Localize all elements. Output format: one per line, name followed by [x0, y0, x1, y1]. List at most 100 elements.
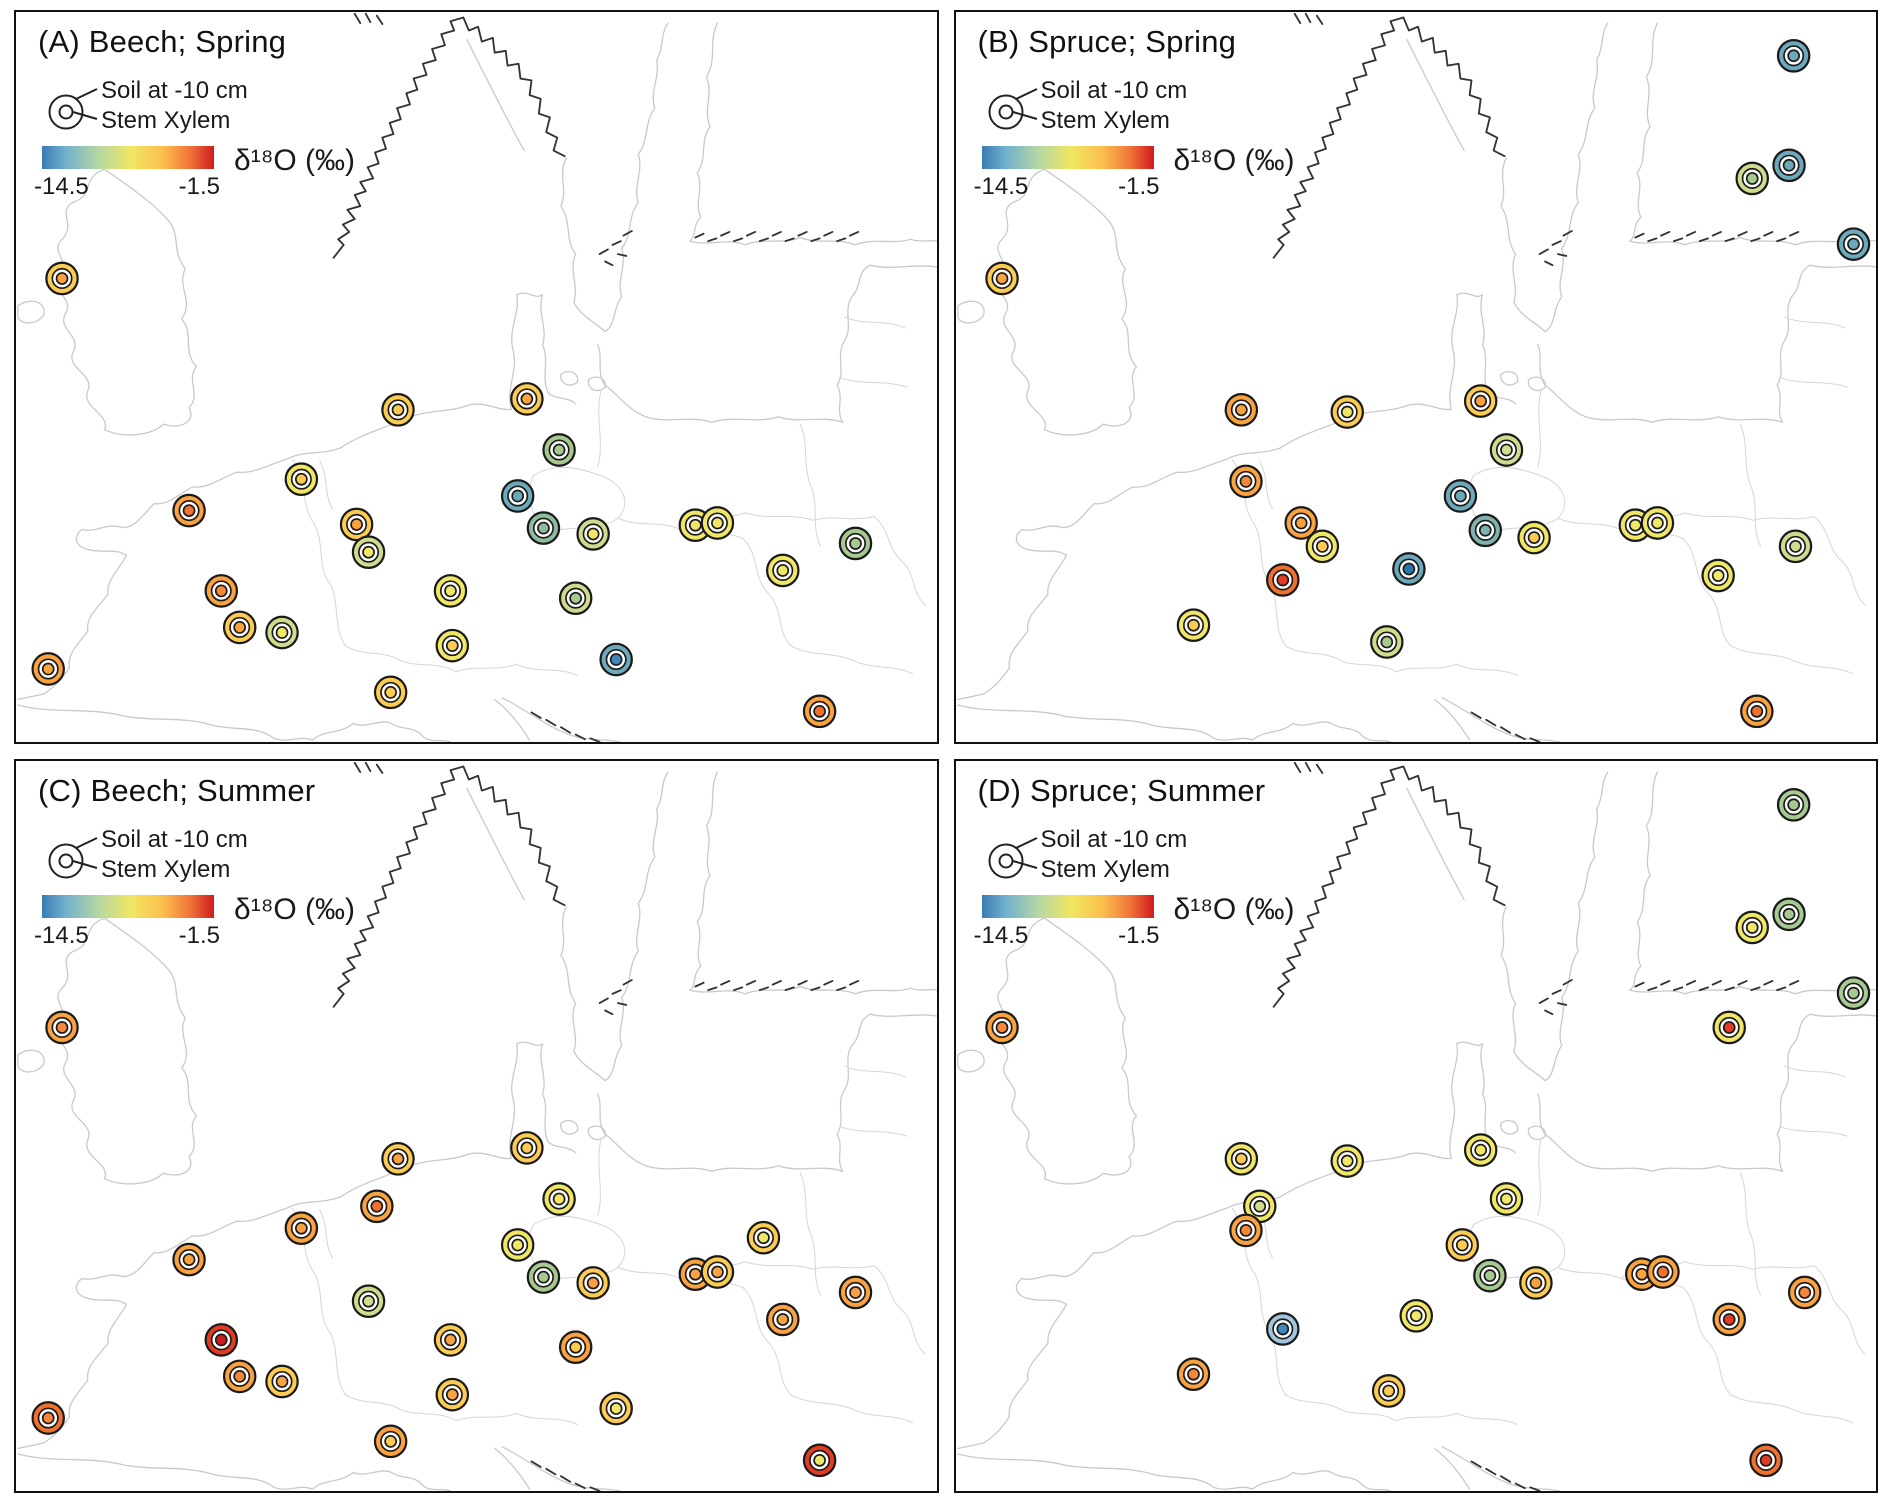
site-marker [1711, 1010, 1746, 1045]
site-marker [746, 1220, 781, 1255]
site-marker [284, 462, 319, 497]
colorbar-gradient [981, 895, 1154, 918]
site-marker [373, 1424, 408, 1459]
colorbar: -14.5 -1.5 δ¹⁸O (‰) [34, 893, 355, 950]
site-marker [435, 628, 470, 663]
site-marker [802, 694, 837, 729]
soil-label: Soil at -10 cm [1040, 77, 1188, 104]
site-marker [435, 1377, 470, 1412]
site-marker [1489, 433, 1523, 467]
colorbar: -14.5 -1.5 δ¹⁸O (‰) [974, 893, 1295, 950]
site-marker [500, 479, 535, 513]
site-marker [576, 517, 610, 551]
site-marker [1369, 625, 1404, 659]
site-markers [984, 787, 1870, 1478]
colorbar-gradient [981, 146, 1154, 169]
soil-label: Soil at -10 cm [101, 77, 248, 104]
site-marker [500, 1228, 535, 1262]
site-marker [433, 1323, 468, 1357]
europe-map [17, 761, 937, 1491]
site-marker [1711, 1302, 1746, 1337]
site-marker [222, 1359, 257, 1394]
site-marker [373, 675, 408, 710]
site-marker [1391, 552, 1426, 586]
site-marker [172, 1242, 206, 1277]
site-marker [1283, 506, 1318, 540]
site-marker [1398, 1298, 1433, 1333]
colorbar-axis-label: δ¹⁸O (‰) [234, 893, 355, 926]
site-marker [526, 1260, 561, 1294]
map-lines [956, 12, 1876, 742]
soil-label: Soil at -10 cm [101, 826, 248, 853]
site-marker [1176, 1357, 1210, 1392]
site-marker [700, 1255, 735, 1289]
panel-c: (C) Beech; Summer Soil at -10 cm Stem Xy… [14, 759, 939, 1493]
symbol-legend: Soil at -10 cm Stem Xylem [980, 825, 1187, 889]
site-marker [1836, 976, 1870, 1010]
site-marker [526, 511, 561, 545]
colorbar-axis-label: δ¹⁸O (‰) [1173, 893, 1295, 926]
site-marker [838, 1275, 873, 1310]
site-marker [1228, 1213, 1263, 1248]
site-markers [31, 261, 873, 729]
colorbar-max-label: -1.5 [178, 922, 220, 949]
colorbar-min-label: -14.5 [34, 173, 89, 200]
site-marker [1836, 227, 1870, 261]
site-marker [1771, 148, 1806, 183]
panel-b: (B) Spruce; Spring Soil at -10 cm Stem X… [953, 10, 1878, 744]
site-marker [339, 507, 374, 542]
colorbar-gradient [42, 146, 214, 169]
site-marker [838, 526, 873, 561]
site-marker [802, 1443, 837, 1478]
site-marker [1329, 1144, 1364, 1178]
site-marker [1445, 1228, 1479, 1262]
site-marker [510, 382, 544, 416]
xylem-label: Stem Xylem [1040, 856, 1170, 883]
site-marker [558, 581, 593, 616]
site-marker [1787, 1275, 1821, 1310]
site-marker [1371, 1374, 1405, 1408]
site-marker [204, 1323, 239, 1357]
panel-title: (A) Beech; Spring [38, 24, 287, 59]
site-marker [222, 610, 257, 645]
colorbar-axis-label: δ¹⁸O (‰) [234, 144, 355, 177]
site-marker [1778, 529, 1812, 564]
colorbar-max-label: -1.5 [178, 173, 220, 200]
site-marker [351, 1284, 386, 1319]
site-marker [433, 574, 468, 608]
site-marker [1224, 393, 1258, 427]
site-marker [204, 574, 239, 608]
colorbar-max-label: -1.5 [1118, 173, 1160, 200]
site-marker [542, 1182, 576, 1216]
colorbar-axis-label: δ¹⁸O (‰) [1173, 144, 1295, 177]
site-markers [31, 1010, 873, 1478]
xylem-label: Stem Xylem [101, 107, 231, 134]
xylem-label: Stem Xylem [101, 856, 231, 883]
site-marker [31, 1401, 65, 1435]
panel-title: (B) Spruce; Spring [977, 24, 1237, 59]
site-marker [1472, 1258, 1507, 1293]
site-marker [510, 1131, 544, 1165]
colorbar-gradient [42, 895, 214, 918]
double-circle-symbol-icon [48, 88, 98, 130]
site-marker [558, 1330, 593, 1365]
site-marker [1748, 1443, 1783, 1478]
site-marker [1776, 787, 1810, 822]
europe-map [956, 761, 1876, 1491]
site-marker [1463, 1133, 1497, 1167]
site-marker [265, 615, 299, 650]
site-marker [381, 1142, 415, 1176]
site-marker [1242, 1189, 1277, 1224]
panel-title: (C) Beech; Summer [38, 773, 316, 808]
colorbar-max-label: -1.5 [1118, 922, 1160, 949]
site-marker [265, 1364, 299, 1399]
site-marker [1443, 479, 1477, 513]
site-marker [766, 553, 800, 588]
site-marker [1468, 513, 1502, 548]
site-marker [984, 261, 1019, 296]
site-marker [678, 1257, 713, 1292]
site-marker [542, 433, 576, 467]
site-marker [1228, 464, 1263, 499]
site-marker [1305, 529, 1339, 564]
